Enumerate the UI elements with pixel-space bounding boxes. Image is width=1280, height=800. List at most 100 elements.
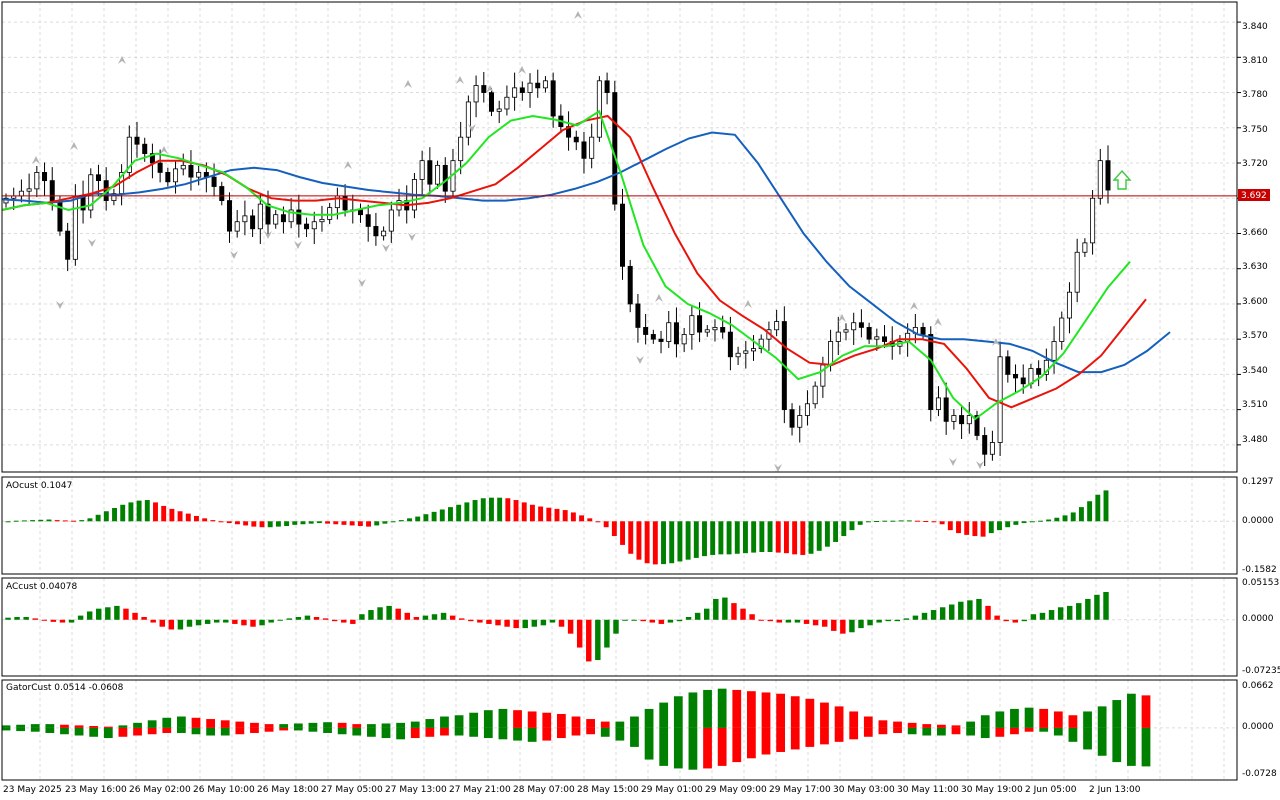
ac-histogram-bar (177, 619, 184, 630)
ac-histogram-bar (849, 619, 855, 633)
candle-body (673, 322, 679, 345)
gator-upper-bar (776, 693, 785, 728)
candle-body (265, 203, 271, 225)
ac-histogram-bar (613, 619, 619, 634)
gator-upper-bar (337, 722, 347, 728)
gator-lower-bar (659, 727, 669, 766)
ac-panel-frame (1, 577, 1238, 677)
ao-histogram-bar (472, 500, 478, 522)
arrow-up-outline-icon (1112, 169, 1132, 190)
ac-histogram-bar (1003, 619, 1009, 622)
fractal-down-marker (230, 251, 238, 259)
candle-body (381, 230, 387, 237)
ao-histogram-bar (62, 520, 68, 522)
time-tick-label: 29 May 09:00 (705, 785, 767, 795)
gator-lower-bar (1024, 727, 1034, 732)
candle-body (1082, 242, 1088, 253)
candle-body (188, 164, 194, 178)
ac-histogram-bar (676, 619, 683, 622)
candle-body (658, 338, 664, 342)
gator-upper-bar (352, 724, 362, 728)
ac-histogram-bar (1076, 603, 1082, 620)
gator-lower-bar (542, 727, 552, 741)
ac-histogram-bar (395, 608, 401, 620)
gator-lower-bar (863, 727, 873, 737)
ao-histogram-bar (833, 521, 839, 542)
ac-histogram-bar (776, 619, 783, 623)
gator-upper-bar (980, 715, 990, 728)
candle-body (49, 180, 55, 201)
ao-histogram-bar (792, 521, 798, 555)
ao-histogram-bar (169, 508, 175, 522)
ac-histogram-bar (32, 618, 38, 620)
ac-histogram-bar (740, 608, 746, 620)
candle-body (735, 352, 741, 358)
fractal-up-marker (70, 142, 78, 150)
fractal-up-marker (838, 314, 846, 322)
ao-histogram-bar (808, 521, 814, 554)
ao-histogram-bar (759, 521, 765, 552)
gator-upper-bar (557, 713, 566, 728)
candle-body (1005, 356, 1011, 375)
price-tick-label: 3.810 (1242, 56, 1268, 66)
ao-histogram-bar (669, 521, 675, 564)
ac-histogram-bar (767, 619, 773, 622)
ao-histogram-bar (644, 521, 650, 564)
gator-upper-bar (1097, 706, 1107, 728)
ao-histogram-bar (898, 520, 904, 522)
fractal-up-marker (744, 300, 752, 308)
candle-body (666, 322, 672, 342)
ac-histogram-bar (458, 618, 465, 620)
candle-body (180, 164, 186, 170)
candle-body (542, 80, 548, 89)
ao-histogram-bar (38, 519, 44, 522)
ao-histogram-bar (972, 521, 978, 537)
ac-histogram-bar (377, 607, 383, 620)
gator-lower-bar (966, 727, 975, 736)
gator-upper-bar (673, 696, 683, 728)
candle-body (882, 336, 888, 342)
ac-histogram-bar (576, 619, 583, 648)
time-tick-label: 26 May 02:00 (129, 785, 191, 795)
ao-histogram-bar (824, 521, 830, 547)
candle-body (57, 200, 63, 232)
ao-histogram-bar (611, 521, 617, 537)
gator-lower-bar (279, 727, 289, 731)
gator-upper-bar (1053, 711, 1063, 728)
candle-body (435, 164, 441, 185)
ao-histogram-bar (726, 521, 732, 555)
ao-histogram-bar (513, 500, 519, 522)
candle-body (327, 207, 333, 220)
ao-histogram-bar (734, 521, 740, 554)
fractal-down-marker (264, 231, 272, 239)
gator-lower-bar (45, 727, 55, 733)
ac-histogram-bar (159, 619, 165, 627)
gator-upper-bar (615, 721, 625, 728)
ao-histogram-bar (890, 520, 896, 522)
ac-histogram-bar (204, 619, 211, 624)
ao-histogram-bar (497, 497, 503, 522)
ao-histogram-bar (554, 508, 560, 522)
ac-histogram-bar (250, 619, 256, 627)
candle-body (804, 403, 810, 416)
ac-histogram-bar (840, 619, 846, 634)
ao-histogram-bar (1062, 515, 1068, 522)
fractal-up-marker (518, 66, 526, 74)
ac-histogram-bar (1039, 612, 1046, 620)
candle-body (527, 82, 533, 93)
gator-upper-bar (1039, 708, 1049, 728)
candle-body (427, 160, 433, 185)
gator-lower-bar (922, 727, 932, 736)
ao-histogram-bar (292, 521, 298, 525)
ac-histogram-bar (168, 619, 175, 630)
ao-histogram-bar (1087, 501, 1093, 522)
gator-upper-bar (133, 722, 142, 728)
gator-upper-bar (396, 722, 405, 728)
ao-histogram-bar (398, 520, 404, 522)
time-tick-label: 27 May 05:00 (321, 785, 383, 795)
candle-body (1074, 251, 1080, 293)
ao-histogram-bar (243, 521, 249, 526)
ao-histogram-bar (677, 521, 683, 562)
price-tick-label: 3.480 (1242, 435, 1268, 445)
